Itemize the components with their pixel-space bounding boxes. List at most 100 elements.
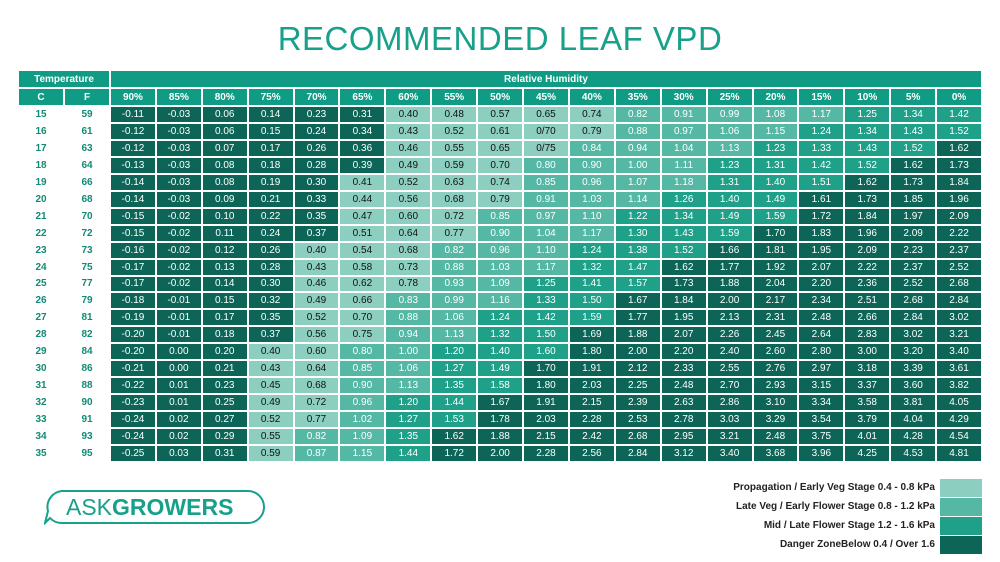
- vpd-cell: 1.07: [614, 173, 661, 191]
- vpd-cell: -0.24: [110, 428, 156, 446]
- vpd-cell: 0.78: [385, 275, 432, 293]
- vpd-cell: 0.28: [293, 156, 340, 174]
- temp-c: 17: [18, 139, 64, 157]
- vpd-cell: 2.37: [936, 241, 982, 259]
- vpd-cell: 0.28: [247, 258, 294, 276]
- vpd-cell: 0.61: [477, 122, 524, 140]
- humidity-label: 10%: [844, 88, 891, 106]
- vpd-cell: 1.24: [477, 309, 524, 327]
- vpd-cell: 1.57: [614, 275, 661, 293]
- vpd-cell: 1.62: [660, 258, 707, 276]
- legend-swatch: [940, 478, 982, 497]
- vpd-cell: 0.21: [247, 190, 294, 208]
- vpd-cell: 1.09: [477, 275, 524, 293]
- vpd-cell: -0.03: [155, 122, 202, 140]
- vpd-cell: 2.22: [844, 258, 891, 276]
- vpd-cell: 1.42: [936, 106, 982, 123]
- vpd-cell: 2.03: [568, 377, 615, 395]
- humidity-label: 0%: [936, 88, 982, 106]
- legend-swatch: [940, 516, 982, 535]
- vpd-cell: 1.42: [798, 156, 845, 174]
- vpd-table: Temperature Relative Humidity C F 90% 85% 80% 7…: [18, 70, 982, 462]
- vpd-cell: 2.00: [706, 292, 753, 310]
- vpd-cell: 2.48: [798, 309, 845, 327]
- vpd-cell: 1.62: [844, 173, 891, 191]
- temp-c: 34: [18, 428, 64, 446]
- temp-f: 68: [64, 190, 110, 208]
- vpd-cell: -0.02: [155, 275, 202, 293]
- vpd-cell: 1.47: [614, 258, 661, 276]
- vpd-cell: 0.24: [247, 224, 294, 242]
- vpd-cell: 2.68: [936, 275, 982, 293]
- vpd-cell: 1.59: [706, 224, 753, 242]
- vpd-cell: 0.43: [247, 360, 294, 378]
- vpd-cell: 2.51: [844, 292, 891, 310]
- vpd-cell: 2.93: [752, 377, 799, 395]
- vpd-cell: 1.97: [890, 207, 937, 225]
- vpd-cell: 4.25: [844, 445, 891, 462]
- vpd-cell: 0.35: [247, 309, 294, 327]
- vpd-cell: 0.55: [431, 139, 478, 157]
- vpd-cell: -0.16: [110, 241, 156, 259]
- vpd-cell: -0.03: [155, 139, 202, 157]
- vpd-cell: 0.51: [339, 224, 386, 242]
- vpd-cell: 2.86: [706, 394, 753, 412]
- logo-bubble: [44, 490, 265, 525]
- temp-c: 21: [18, 207, 64, 225]
- vpd-cell: -0.11: [110, 106, 156, 123]
- vpd-cell: 2.17: [752, 292, 799, 310]
- vpd-cell: -0.23: [110, 394, 156, 412]
- humidity-header: Relative Humidity: [110, 70, 982, 88]
- vpd-cell: 1.17: [798, 106, 845, 123]
- vpd-cell: 2.60: [752, 343, 799, 361]
- vpd-cell: 0.91: [523, 190, 569, 208]
- vpd-cell: 1.84: [844, 207, 891, 225]
- vpd-cell: 0.49: [247, 394, 294, 412]
- humidity-label: 70%: [293, 88, 340, 106]
- vpd-cell: 3.02: [890, 326, 937, 344]
- vpd-cell: -0.14: [110, 173, 156, 191]
- vpd-cell: 2.37: [890, 258, 937, 276]
- vpd-cell: 0.99: [706, 106, 753, 123]
- temp-f: 73: [64, 241, 110, 259]
- vpd-cell: 4.81: [936, 445, 982, 462]
- vpd-cell: 1.13: [385, 377, 432, 395]
- vpd-cell: 1.80: [523, 377, 569, 395]
- vpd-cell: 0.06: [201, 122, 248, 140]
- humidity-label: 45%: [523, 88, 569, 106]
- vpd-cell: 2.36: [844, 275, 891, 293]
- vpd-cell: -0.01: [155, 309, 202, 327]
- temp-c: 24: [18, 258, 64, 276]
- vpd-cell: -0.21: [110, 360, 156, 378]
- vpd-cell: 1.91: [523, 394, 569, 412]
- vpd-cell: 0.18: [247, 156, 294, 174]
- vpd-cell: 3.10: [752, 394, 799, 412]
- vpd-cell: 0.80: [523, 156, 569, 174]
- vpd-cell: 1.13: [431, 326, 478, 344]
- vpd-cell: 0.40: [247, 343, 294, 361]
- title: RECOMMENDED LEAF VPD: [277, 20, 723, 57]
- vpd-cell: -0.03: [155, 190, 202, 208]
- vpd-cell: 2.07: [798, 258, 845, 276]
- humidity-label: 60%: [385, 88, 432, 106]
- vpd-cell: 2.97: [798, 360, 845, 378]
- vpd-cell: 1.32: [477, 326, 524, 344]
- vpd-cell: 2.20: [660, 343, 707, 361]
- vpd-cell: 1.14: [614, 190, 661, 208]
- vpd-cell: -0.02: [155, 241, 202, 259]
- temp-f: 64: [64, 156, 110, 174]
- vpd-cell: 3.60: [890, 377, 937, 395]
- vpd-cell: 2.34: [798, 292, 845, 310]
- vpd-cell: 1.35: [431, 377, 478, 395]
- vpd-cell: 1.96: [844, 224, 891, 242]
- vpd-cell: 0.48: [431, 106, 478, 123]
- vpd-cell: 0.02: [155, 411, 202, 429]
- vpd-cell: 3.75: [798, 428, 845, 446]
- vpd-cell: 3.20: [890, 343, 937, 361]
- vpd-cell: 1.50: [568, 292, 615, 310]
- temp-f: 82: [64, 326, 110, 344]
- vpd-cell: 0.59: [247, 445, 294, 462]
- vpd-cell: 1.83: [798, 224, 845, 242]
- vpd-cell: 1.10: [523, 241, 569, 259]
- vpd-cell: 0.40: [293, 241, 340, 259]
